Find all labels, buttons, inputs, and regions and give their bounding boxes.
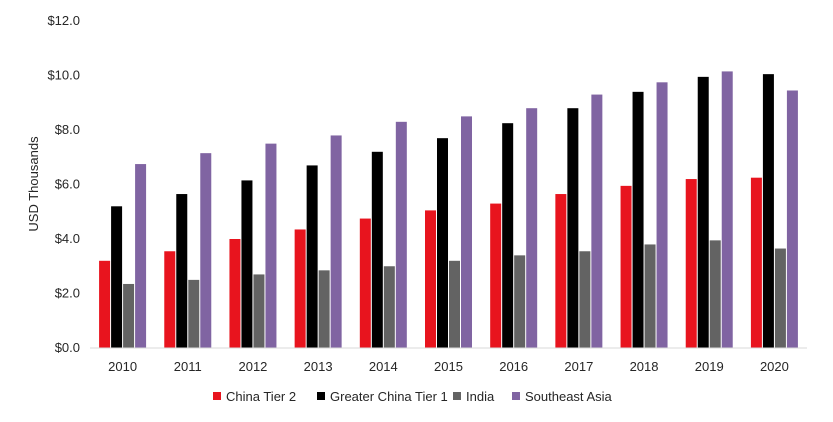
x-tick-label: 2010 (108, 359, 137, 374)
bar (437, 138, 448, 348)
legend-swatch (512, 392, 520, 400)
bar (502, 123, 514, 348)
bar (632, 91, 644, 348)
x-tick-label: 2019 (695, 359, 724, 374)
legend-label: Greater China Tier 1 (330, 389, 448, 404)
bar (253, 274, 265, 348)
bar (490, 203, 502, 348)
legend: China Tier 2 Greater China Tier 1 India Sou… (213, 389, 612, 404)
bar (644, 244, 656, 348)
bar (176, 194, 188, 348)
bar (200, 153, 212, 348)
x-tick-label: 2014 (369, 359, 398, 374)
legend-swatch (317, 392, 325, 400)
bar (265, 143, 277, 349)
y-tick-label: $10.0 (47, 68, 80, 83)
y-axis-label: USD Thousands (26, 136, 41, 232)
bar (135, 164, 147, 348)
bar (567, 108, 579, 348)
bar (99, 260, 111, 348)
x-tick-label: 2016 (499, 359, 528, 374)
bar (774, 248, 786, 348)
bar (656, 82, 668, 348)
x-tick-label: 2015 (434, 359, 463, 374)
bar (591, 94, 603, 348)
bar (241, 180, 253, 348)
bar (111, 206, 123, 348)
bar (330, 135, 342, 348)
bar (371, 151, 383, 348)
y-tick-label: $4.0 (55, 231, 80, 246)
y-tick-label: $8.0 (55, 122, 80, 137)
bar (786, 90, 798, 349)
x-axis-ticks: 2010 2011 2012 2013 2014 2015 2016 2017 2018 2019… (108, 359, 789, 374)
x-tick-label: 2011 (174, 359, 202, 374)
bar (461, 116, 472, 349)
bar (229, 239, 241, 348)
legend-swatch (213, 392, 221, 400)
y-axis-ticks: $0.0 $2.0 $4.0 $6.0 $8.0 $10.0 $12.0 (47, 13, 80, 355)
bar (318, 270, 330, 348)
bar (750, 177, 762, 348)
y-tick-label: $6.0 (55, 177, 80, 192)
x-tick-label: 2012 (238, 359, 267, 374)
bar (123, 283, 135, 348)
bar (697, 76, 709, 349)
bar (306, 165, 318, 348)
bar (721, 71, 733, 348)
legend-swatch (453, 392, 461, 400)
legend-label: Southeast Asia (525, 389, 612, 404)
bar (555, 194, 567, 348)
x-tick-label: 2013 (304, 359, 333, 374)
y-tick-label: $2.0 (55, 286, 80, 301)
bar (359, 218, 371, 348)
bar (620, 185, 632, 348)
bar (762, 74, 774, 348)
bar (579, 251, 591, 348)
y-tick-label: $12.0 (47, 13, 80, 28)
bar (709, 240, 721, 348)
legend-label: China Tier 2 (226, 389, 296, 404)
x-tick-label: 2018 (630, 359, 659, 374)
bar (294, 229, 306, 348)
y-tick-label: $0.0 (55, 340, 80, 355)
bar (395, 121, 407, 348)
bar (188, 279, 200, 349)
bar (383, 266, 395, 348)
bar (514, 255, 526, 348)
bars (99, 71, 798, 349)
bar (449, 260, 460, 348)
legend-label: India (466, 389, 495, 404)
bar (526, 108, 538, 348)
x-tick-label: 2020 (760, 359, 789, 374)
x-tick-label: 2017 (564, 359, 593, 374)
bar (164, 251, 176, 348)
bar (685, 179, 697, 348)
bar (425, 210, 436, 348)
